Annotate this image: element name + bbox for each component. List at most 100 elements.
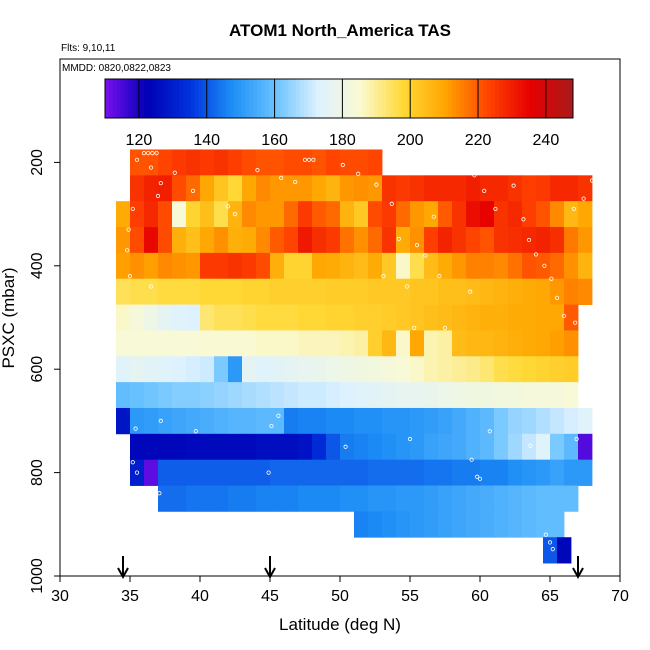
colorbar-segment [120,79,125,118]
heatmap-cell [200,330,215,357]
heatmap-cell [354,330,369,357]
heatmap-cell [354,278,369,305]
heatmap-cell [564,330,579,357]
heatmap-cell [522,382,537,409]
colorbar-segment [381,79,387,118]
heatmap-cell [396,330,411,357]
heatmap-cell [466,511,481,538]
heatmap-cell [382,511,397,538]
flight-point [442,325,448,330]
heatmap-cell [466,459,481,486]
colorbar-tick-label: 140 [193,132,220,149]
heatmap-cell [466,330,481,357]
heatmap-cell [480,227,495,254]
heatmap-cell [452,407,467,435]
colorbar-segment [467,79,473,118]
flight-point [412,325,417,330]
heatmap-cell [298,485,313,512]
heatmap-cell [410,356,425,383]
heatmap-cell [270,330,285,357]
flight-point [431,214,436,219]
heatmap-cell [368,407,383,435]
colorbar-segment [346,79,352,118]
x-tick-label: 70 [611,588,629,605]
heatmap-cell [452,201,467,228]
heatmap-cell [158,149,173,176]
heatmap-cell [326,304,341,331]
flight-point [343,444,348,449]
heatmap-cell [228,485,243,512]
heatmap-cell [256,459,271,486]
flight-point [293,179,298,185]
heatmap-cell [172,485,187,512]
heatmap-cell [186,459,201,486]
heatmap-cell [382,356,397,383]
flight-point [141,150,147,156]
heatmap-cell [158,227,173,254]
heatmap-cell [298,356,313,383]
heatmap-cell [494,485,509,512]
heatmap-cell [438,175,453,202]
heatmap-cell [340,201,355,228]
flight-point [266,470,271,475]
heatmap-cell [550,382,565,409]
heatmap-cell [144,149,159,176]
heatmap-cell [438,252,453,280]
heatmap-cell [186,433,201,461]
flight-point [521,217,526,222]
heatmap-cell [354,485,369,512]
heatmap-cell [340,407,355,435]
heatmap-cell [578,433,593,461]
heatmap-cell [270,201,285,228]
colorbar-segment [108,79,114,118]
heatmap-cell [494,304,509,331]
flight-point [589,178,595,183]
flight-point [475,474,480,479]
heatmap-cell [396,459,411,486]
heatmap-cell [480,330,495,357]
colorbar-segment [268,79,274,118]
heatmap-cell [522,201,537,228]
heatmap-cell [270,356,285,383]
heatmap-cell [326,330,341,357]
heatmap-cell [452,356,467,383]
heatmap-cell [424,407,439,435]
heatmap-cell [508,511,523,538]
colorbar-segment [471,79,476,118]
colorbar-segment [354,79,359,118]
heatmap-cell [214,149,229,176]
heatmap-cell [200,382,215,409]
y-tick-label: 600 [29,356,46,383]
heatmap-cell [368,433,383,461]
heatmap-cell [354,382,369,409]
heatmap-cell [564,227,579,254]
heatmap-cell [494,382,509,409]
flight-point [472,173,477,178]
heatmap-cell [312,304,327,331]
flight-point [232,212,238,217]
heatmap-cell [242,201,257,228]
heatmap-cell [396,382,411,409]
heatmap-cell [172,175,187,202]
colorbar-segment [327,79,332,118]
flight-point [581,196,586,201]
heatmap-cell [452,278,467,305]
heatmap-cell [438,485,453,512]
heatmap-cell [382,201,397,228]
colorbar-segment [483,79,488,118]
heatmap-cell [494,201,509,228]
heatmap-cell [480,304,495,331]
colorbar-segment [557,79,562,118]
heatmap-cell [480,175,495,202]
flight-point [582,305,588,310]
heatmap-cell [144,175,159,202]
heatmap-cell [284,278,299,305]
heatmap-cell [242,278,257,305]
colorbar-segment [179,79,184,118]
colorbar-segment [487,79,492,118]
heatmap-cell [284,227,299,254]
heatmap-cell [284,485,299,512]
heatmap-cell [410,407,425,435]
heatmap-cell [158,330,173,357]
heatmap-cell [396,201,411,228]
